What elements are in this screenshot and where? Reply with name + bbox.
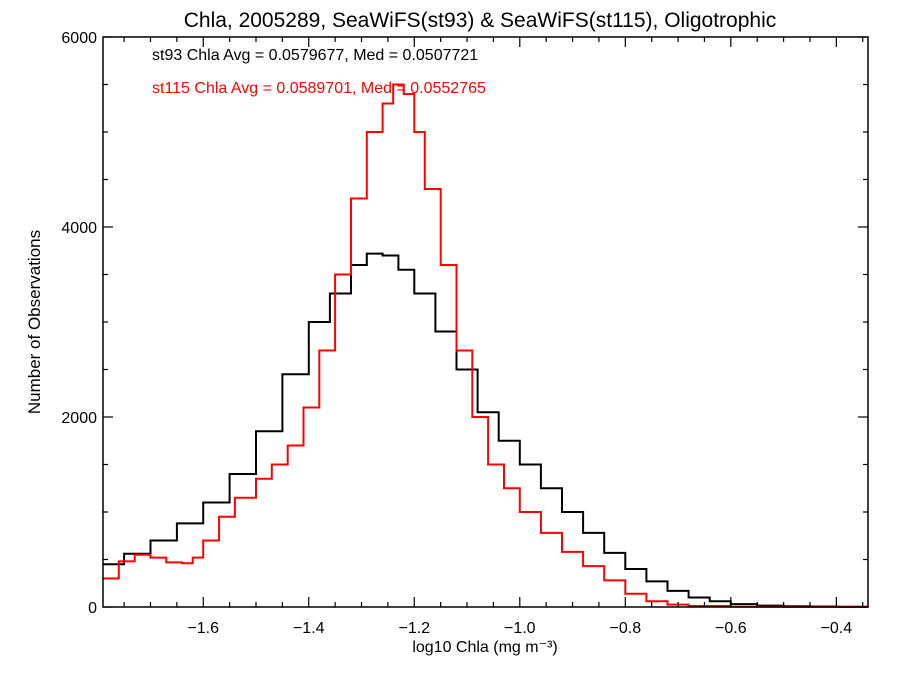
chart-title: Chla, 2005289, SeaWiFS(st93) & SeaWiFS(s… — [184, 9, 777, 32]
y-axis-label: Number of Observations — [25, 230, 44, 414]
x-tick-label: −1.6 — [187, 620, 219, 637]
x-tick-label: −0.4 — [821, 620, 853, 637]
ticks-layer: −1.6 −1.4 −1.2 −1.0 −0.8 −0.6 −0.4 0 2000 4000 600… — [61, 30, 868, 637]
x-tick-label: −1.4 — [293, 620, 325, 637]
y-tick-label: 4000 — [61, 220, 97, 237]
x-tick-label: −1.0 — [504, 620, 536, 637]
x-tick-label: −1.2 — [398, 620, 430, 637]
series-line-0 — [103, 252, 869, 608]
annotation-st115: st115 Chla Avg = 0.0589701, Med = 0.0552… — [152, 80, 486, 97]
series-line-1 — [103, 83, 869, 608]
x-tick-label: −0.6 — [715, 620, 747, 637]
x-tick-label: −0.8 — [610, 620, 642, 637]
series-layer — [103, 83, 869, 608]
annotation-st93: st93 Chla Avg = 0.0579677, Med = 0.05077… — [152, 47, 478, 64]
y-tick-label: 2000 — [61, 410, 97, 427]
y-tick-label: 0 — [88, 600, 97, 617]
y-tick-label: 6000 — [61, 30, 97, 47]
x-axis-label: log10 Chla (mg m⁻³) — [412, 639, 557, 656]
